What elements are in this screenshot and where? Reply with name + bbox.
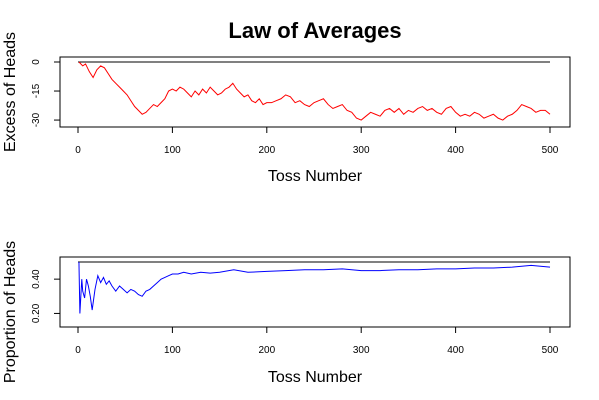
proportion-x-tick-label: 400 xyxy=(447,345,464,356)
proportion-panel-x-axis-title: Toss Number xyxy=(268,369,363,386)
excess-of-heads-panel: 0 100 200 300 400 500 0 -15 -30 Toss Number Exc… xyxy=(2,32,571,185)
proportion-panel-x-axis: 0 100 200 300 400 500 xyxy=(75,327,559,356)
excess-series-line xyxy=(78,61,551,121)
excess-x-tick-label: 0 xyxy=(75,145,81,156)
excess-y-tick-label: -15 xyxy=(31,83,42,98)
excess-y-tick-label: 0 xyxy=(31,59,42,65)
proportion-x-tick-label: 200 xyxy=(258,345,275,356)
proportion-x-tick-label: 500 xyxy=(542,345,559,356)
proportion-panel-series xyxy=(78,261,551,314)
excess-y-tick-label: -30 xyxy=(31,112,42,127)
proportion-panel-y-axis-title: Proportion of Heads xyxy=(2,241,19,383)
proportion-panel-y-axis: 0.20 0.40 xyxy=(31,269,60,323)
excess-panel-x-axis: 0 100 200 300 400 500 xyxy=(75,127,559,156)
proportion-x-tick-label: 300 xyxy=(353,345,370,356)
proportion-of-heads-panel: 0 100 200 300 400 500 0.20 0.40 Toss Number Pr… xyxy=(2,241,571,386)
excess-panel-y-axis-title: Excess of Heads xyxy=(2,32,19,152)
excess-panel-x-axis-title: Toss Number xyxy=(268,168,363,185)
proportion-y-tick-label: 0.40 xyxy=(31,269,42,289)
proportion-x-tick-label: 0 xyxy=(75,345,81,356)
excess-panel-box xyxy=(59,56,571,128)
figure-title: Law of Averages xyxy=(228,18,401,43)
proportion-x-tick-label: 100 xyxy=(164,345,181,356)
proportion-y-tick-label: 0.20 xyxy=(31,303,42,323)
excess-x-tick-label: 300 xyxy=(353,145,370,156)
excess-panel-series xyxy=(78,61,551,121)
excess-x-tick-label: 100 xyxy=(164,145,181,156)
excess-x-tick-label: 400 xyxy=(447,145,464,156)
excess-x-tick-label: 200 xyxy=(258,145,275,156)
proportion-series-line xyxy=(78,261,551,314)
excess-panel-y-axis: 0 -15 -30 xyxy=(31,59,60,127)
excess-x-tick-label: 500 xyxy=(542,145,559,156)
proportion-panel-box xyxy=(59,256,571,328)
